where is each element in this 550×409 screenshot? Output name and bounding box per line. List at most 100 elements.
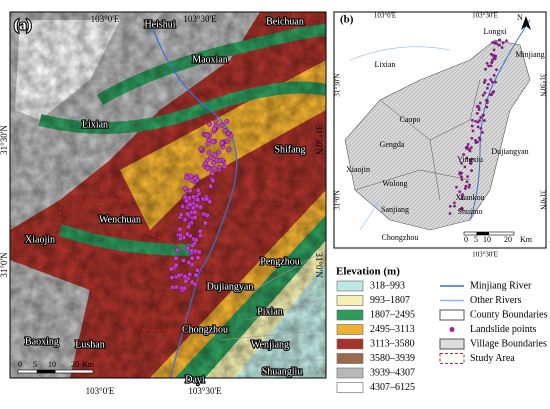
landslide-point (173, 255, 179, 261)
legend-title: Elevation (m) (336, 266, 400, 278)
longitude-label: 103°30'E (472, 12, 498, 20)
landslide-point (466, 142, 470, 146)
landslide-point (474, 138, 477, 142)
landslide-point (483, 78, 487, 82)
landslide-point (468, 149, 472, 153)
place-name: Lixian (82, 119, 108, 130)
landslide-point (479, 126, 483, 130)
landslide-point (458, 190, 462, 194)
landslide-point (195, 187, 201, 193)
scale-label: 20 (504, 235, 512, 244)
landslide-point (176, 272, 182, 278)
legend-icon (439, 309, 465, 321)
scale-label: 20 (71, 360, 79, 369)
legend-label: 1807–2495 (370, 309, 415, 320)
landslide-point (202, 160, 208, 166)
landslide-point (183, 278, 189, 284)
legend-label: 4307–6125 (370, 382, 415, 393)
landslide-point (205, 141, 211, 147)
landslide-point (225, 131, 231, 137)
landslide-point (462, 153, 466, 156)
landslide-point (482, 113, 485, 117)
scale-label: 0 (464, 235, 468, 244)
north-label: N (517, 13, 523, 22)
landslide-point (460, 171, 464, 175)
landslide-point (187, 202, 193, 208)
landslide-point (489, 64, 493, 68)
landslide-point (476, 104, 480, 108)
place-name: Chongzhou (182, 324, 228, 335)
landslide-point (487, 64, 491, 68)
terrain-map (10, 12, 326, 378)
scale-bar (36, 370, 56, 373)
landslide-point (169, 275, 175, 281)
place-name: Shifang (274, 144, 305, 155)
place-name: Baoxing (25, 336, 59, 347)
landslide-point (485, 101, 489, 104)
legend-label: 993–1807 (370, 295, 410, 306)
landslide-point (489, 78, 493, 82)
landslide-point (207, 121, 213, 127)
landslide-point (483, 91, 487, 95)
landslide-point (448, 204, 452, 208)
landslide-point (180, 257, 186, 263)
legend-icon (449, 327, 455, 332)
place-name: Sanjiang (381, 205, 409, 214)
landslide-point (181, 285, 187, 291)
landslide-point (210, 159, 216, 165)
longitude-label: 103°30'E (188, 386, 222, 396)
place-name: Gengda (380, 140, 405, 149)
place-name: Wenchuan (99, 214, 141, 225)
latitude-label: 31°30'N (0, 125, 9, 155)
landslide-point (184, 198, 190, 204)
landslide-point (463, 165, 467, 169)
landslide-point (476, 125, 480, 129)
landslide-point (460, 161, 463, 165)
landslide-point (475, 111, 479, 115)
legend-label: County Boundaries (470, 309, 548, 320)
legend-swatch (336, 382, 364, 393)
place-name: Lushan (75, 339, 104, 350)
place-name: Dayi (185, 374, 205, 385)
landslide-point (471, 129, 475, 133)
landslide-point (195, 255, 201, 261)
scale-label: Km (82, 360, 95, 369)
place-name: Heishui (144, 19, 175, 30)
place-name: Caopo (400, 115, 421, 124)
landslide-point (207, 199, 213, 205)
landslide-point (194, 267, 200, 273)
scale-label: 5 (474, 235, 478, 244)
landslide-point (225, 138, 231, 144)
legend-label: Landslide points (470, 324, 536, 335)
landslide-point (177, 226, 183, 232)
legend-swatch (336, 324, 364, 335)
landslide-point (467, 147, 470, 151)
landslide-point (173, 262, 179, 268)
landslide-point (481, 131, 484, 134)
landslide-point (468, 183, 471, 187)
landslide-point (216, 149, 222, 155)
landslide-point (210, 178, 216, 184)
landslide-point (208, 155, 214, 161)
landslide-point (494, 80, 497, 84)
landslide-point (190, 194, 196, 200)
landslide-point (497, 38, 501, 42)
landslide-point (216, 164, 222, 170)
longitude-label: 103°0'E (91, 14, 120, 24)
landslide-point (466, 175, 469, 178)
landslide-point (477, 136, 481, 140)
place-name: Minjiang (515, 50, 544, 59)
landslide-point (467, 185, 471, 189)
longitude-label: 103°30'E (183, 14, 217, 24)
landslide-point (448, 212, 452, 215)
landslide-point (460, 197, 464, 200)
landslide-point (192, 175, 198, 181)
longitude-label: 103°30'E (472, 251, 498, 259)
place-name: Pixian (257, 306, 283, 317)
landslide-point (209, 170, 215, 176)
scale-label: Km (520, 235, 533, 244)
inset-map (333, 11, 547, 249)
landslide-point (192, 209, 198, 215)
landslide-point (182, 185, 188, 191)
